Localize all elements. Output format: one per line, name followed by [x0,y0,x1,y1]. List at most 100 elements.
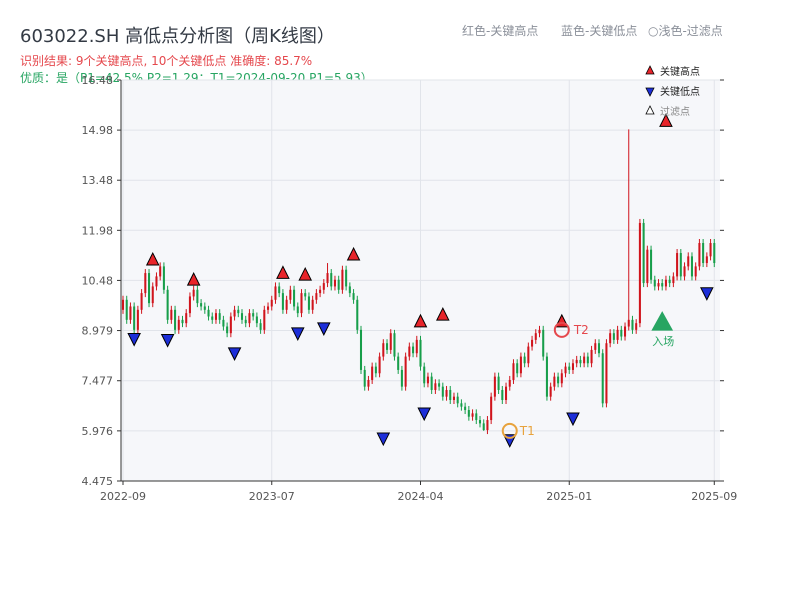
candle-body [404,356,407,387]
candle-body [687,256,690,267]
candle-body [449,389,452,400]
candle-body [363,369,366,387]
candle-body [534,333,537,340]
t1-circle [501,422,518,439]
candle-body [709,243,712,257]
candle-body [661,283,664,287]
candle-body [676,253,679,277]
candle-body [486,420,489,431]
candle-body [460,403,463,407]
candle-body [713,243,716,264]
t1-label: T1 [519,424,535,438]
y-tick-label: 5.976 [82,425,114,438]
candle-body [367,379,370,387]
candle-body [490,396,493,421]
legend-label: 关键低点 [660,85,700,98]
candle-body [289,289,292,300]
candle-body [426,376,429,384]
key-high-marker [659,113,673,127]
candle-body [359,329,363,370]
markers: T1 T2 入场 [127,113,714,448]
candle-body [174,309,177,330]
x-tick-label: 2022-09 [100,490,146,503]
result-summary: 识别结果: 9个关键高点, 10个关键低点 准确度: 85.7% [20,54,313,68]
entry-label: 入场 [652,334,674,348]
quality-summary: 优质：是（P1=42.5% P2=1.29；T1=2024-09-20 P1=5… [20,71,373,85]
candle-body [575,359,578,364]
candle-body [259,323,262,330]
candle-body [188,296,191,314]
key-low-marker [376,432,391,447]
candle-body [222,319,225,327]
key-high-marker [276,265,290,279]
candle-body [330,273,333,287]
key-high-marker [145,251,160,266]
candle-body [612,333,615,340]
candle-body [263,309,266,330]
candle-body [140,293,143,310]
legend-marker [645,105,655,115]
candle-body [597,343,601,354]
candle-body [389,333,392,350]
candle-body [642,222,645,284]
candle-body [170,309,173,320]
candle-body [664,279,667,287]
legend-label: 过滤点 [660,105,690,118]
candle-body [129,306,132,320]
candle-body [281,293,284,310]
candle-body [244,319,247,324]
y-tick-label: 11.98 [82,224,114,237]
candle-body [293,289,296,307]
candle-body [192,289,195,297]
key-high-marker [346,246,361,261]
candle-body [542,329,545,357]
candle-body [560,373,563,384]
candle-body [508,379,511,387]
candle-body [698,243,701,267]
chart-title: 603022.SH 高低点分析图（周K线图） [20,26,335,47]
candle-body [270,299,273,307]
candle-body [345,269,348,287]
candle-body [564,366,567,374]
candle-body [233,309,236,317]
candle-body [501,389,504,400]
candle-body [211,316,214,320]
candle-body [200,303,203,307]
candle-body [203,306,206,310]
candle-body [374,366,377,374]
candle-body [631,319,634,330]
candle-body [638,222,641,324]
candle-body [441,386,444,397]
candle-body [452,396,455,400]
candle-body [590,349,593,364]
candle-body [315,293,318,300]
candle-body [672,276,675,284]
candle-body [148,273,151,304]
key-low-marker [127,333,141,347]
candle-body [538,329,541,334]
candle-body [371,366,374,380]
candle-body [185,313,188,324]
candle-body [255,316,258,324]
key-low-marker [700,287,714,301]
candle-body [136,309,139,330]
candle-body [341,269,344,290]
candle-body [397,356,400,370]
x-tick-label: 2023-07 [249,490,295,503]
candle-body [144,273,147,294]
candle-body [166,289,169,320]
candle-body [415,339,418,354]
candle-body [601,353,604,404]
candle-body [471,413,474,417]
key-high-marker [413,313,428,328]
candle-body [162,266,165,290]
candle-body [285,299,288,310]
key-low-marker [502,434,517,448]
candle-body [579,359,582,364]
candle-body [226,326,229,334]
entry-marker [651,311,674,331]
candle-body [467,410,470,417]
y-tick-label: 14.98 [82,124,114,137]
candle-body [319,289,322,294]
candle-body [690,256,693,277]
